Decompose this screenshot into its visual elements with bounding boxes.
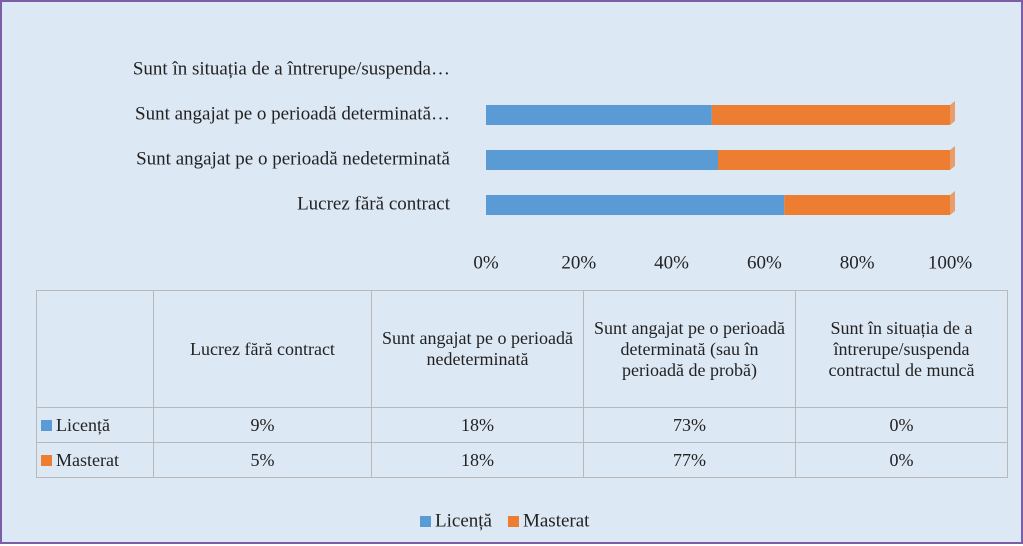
legend-key bbox=[420, 516, 431, 527]
y-tick-label: Sunt în situația de a întrerupe/suspenda… bbox=[133, 58, 450, 79]
header-cell: Sunt angajat pe o perioadă determinată (… bbox=[583, 290, 796, 408]
x-tick-label: 80% bbox=[840, 252, 875, 273]
row-name: Masterat bbox=[56, 449, 119, 470]
table-cell: 5% bbox=[153, 442, 372, 478]
row-name: Licență bbox=[56, 414, 110, 435]
x-tick-label: 100% bbox=[928, 252, 973, 273]
corner-cell bbox=[36, 290, 154, 408]
data-table: Lucrez fără contract Sunt angajat pe o p… bbox=[36, 290, 1008, 478]
x-tick-label: 60% bbox=[747, 252, 782, 273]
table-cell: 73% bbox=[583, 407, 796, 443]
x-tick-label: 40% bbox=[654, 252, 689, 273]
table-header: Lucrez fără contract Sunt angajat pe o p… bbox=[36, 290, 1008, 408]
table-row: Licență 9% 18% 73% 0% bbox=[36, 407, 1008, 443]
legend-label: Licență bbox=[435, 510, 493, 531]
row-label: Masterat bbox=[36, 442, 154, 478]
bar-segment bbox=[718, 150, 950, 170]
y-tick-label: Sunt angajat pe o perioadă nedeterminată bbox=[136, 148, 450, 169]
table-cell: 77% bbox=[583, 442, 796, 478]
table-cell: 0% bbox=[795, 407, 1008, 443]
header-cell: Sunt în situația de a întrerupe/suspenda… bbox=[795, 290, 1008, 408]
y-tick-label: Sunt angajat pe o perioadă determinată… bbox=[135, 103, 450, 124]
x-tick-label: 0% bbox=[473, 252, 499, 273]
bar-segment bbox=[486, 150, 718, 170]
legend-key bbox=[41, 419, 52, 431]
table-cell: 9% bbox=[153, 407, 372, 443]
header-cell: Sunt angajat pe o perioadă nedeterminată bbox=[371, 290, 584, 408]
legend-key bbox=[41, 454, 52, 466]
legend-label: Masterat bbox=[523, 510, 590, 531]
table-cell: 0% bbox=[795, 442, 1008, 478]
bar-edge bbox=[950, 101, 955, 125]
x-tick-label: 20% bbox=[561, 252, 596, 273]
table-row: Masterat 5% 18% 77% 0% bbox=[36, 442, 1008, 478]
bar-segment bbox=[486, 195, 785, 215]
bar-segment bbox=[784, 195, 950, 215]
bar-segment bbox=[711, 105, 950, 125]
bar-segment bbox=[486, 105, 712, 125]
row-label: Licență bbox=[36, 407, 154, 443]
bar-edge bbox=[950, 146, 955, 170]
bar-edge bbox=[950, 191, 955, 215]
header-cell: Lucrez fără contract bbox=[153, 290, 372, 408]
y-tick-label: Lucrez fără contract bbox=[297, 193, 451, 214]
table-cell: 18% bbox=[371, 407, 584, 443]
legend-key bbox=[507, 516, 519, 527]
table-cell: 18% bbox=[371, 442, 584, 478]
